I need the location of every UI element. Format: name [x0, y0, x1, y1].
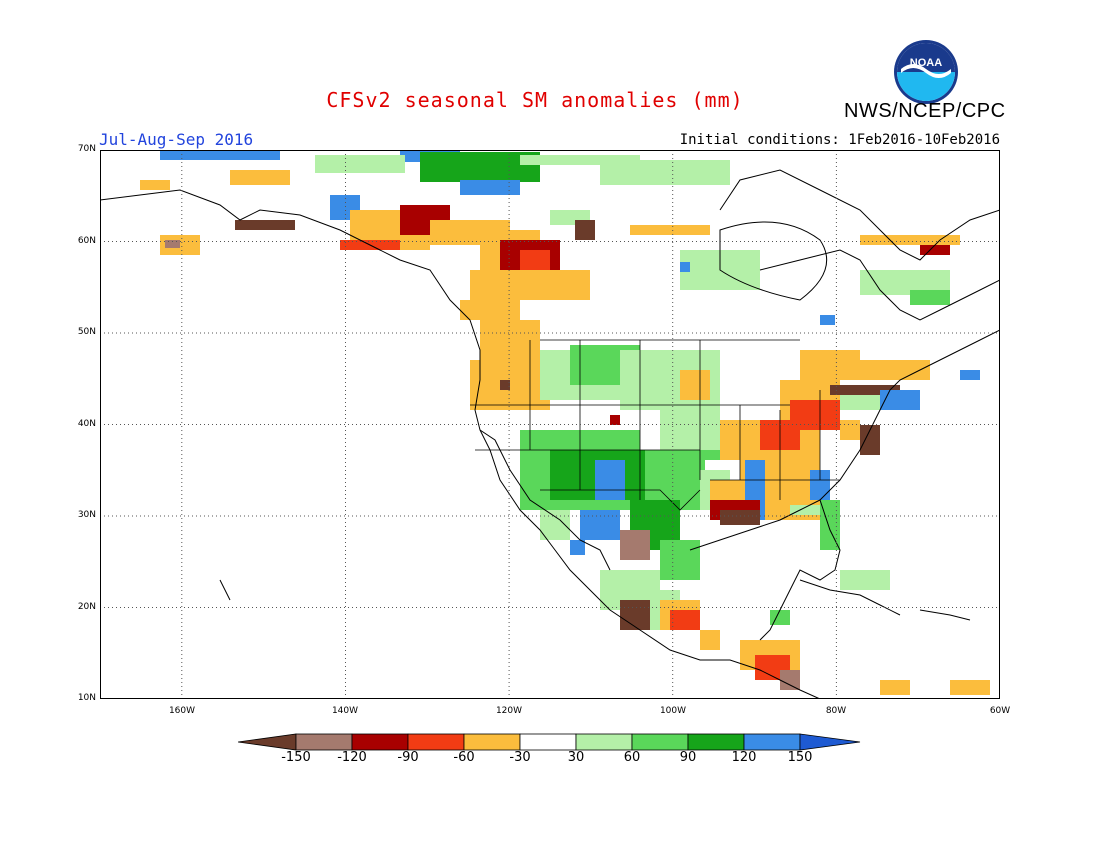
- lat-label-10: 10N: [77, 693, 96, 703]
- noaa-logo-text: NOAA: [910, 57, 942, 69]
- cbar-tick-60: 60: [623, 750, 641, 765]
- lat-label-20: 20N: [77, 602, 96, 612]
- lat-label-60: 60N: [77, 236, 96, 246]
- cbar-arrow-left: [238, 733, 297, 751]
- coastlines: [100, 169, 1000, 699]
- noaa-logo: NOAA: [894, 40, 958, 104]
- initial-conditions-label: Initial conditions: 1Feb2016-10Feb2016: [679, 132, 1000, 148]
- cbar-tick-m30: -30: [509, 750, 531, 765]
- cbar-tick-m120: -120: [337, 750, 367, 765]
- chart-title: CFSv2 seasonal SM anomalies (mm): [326, 88, 744, 112]
- cbar-tick-m150: -150: [281, 750, 311, 765]
- lon-label-80w: 80W: [825, 706, 847, 716]
- lat-label-30: 30N: [77, 510, 96, 520]
- cbar-tick-150: 150: [787, 750, 813, 765]
- color-bar: [238, 733, 861, 751]
- graticule: [100, 150, 1000, 699]
- cbar-tick-120: 120: [731, 750, 757, 765]
- lat-label-50: 50N: [77, 327, 96, 337]
- lat-label-70: 70N: [77, 144, 96, 154]
- anomaly-cells: [140, 150, 990, 695]
- cbar-arrow-right: [799, 733, 861, 751]
- cbar-tick-30: 30: [567, 750, 585, 765]
- lon-label-60w: 60W: [989, 706, 1011, 716]
- cbar-tick-90: 90: [679, 750, 697, 765]
- lat-label-40: 40N: [77, 419, 96, 429]
- agency-label: NWS/NCEP/CPC: [844, 100, 1006, 122]
- lon-label-140w: 140W: [331, 706, 359, 716]
- cbar-tick-m60: -60: [453, 750, 475, 765]
- cbar-tick-m90: -90: [397, 750, 419, 765]
- lon-label-160w: 160W: [168, 706, 196, 716]
- lon-label-120w: 120W: [495, 706, 523, 716]
- anomaly-map: [100, 150, 1000, 699]
- season-label: Jul-Aug-Sep 2016: [99, 130, 254, 149]
- political-borders: [470, 339, 840, 511]
- lon-label-100w: 100W: [659, 706, 687, 716]
